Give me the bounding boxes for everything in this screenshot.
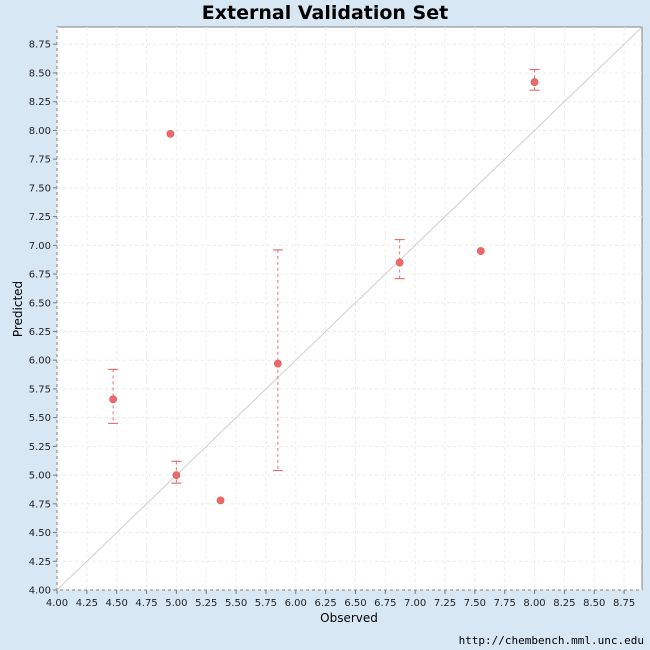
y-tick-label: 5.00 (29, 471, 51, 482)
x-tick-label: 5.50 (225, 598, 247, 609)
y-tick-label: 8.00 (29, 126, 51, 137)
x-tick-label: 6.25 (314, 598, 336, 609)
y-tick-label: 4.25 (29, 557, 51, 568)
data-points (109, 78, 539, 505)
x-tick-label: 8.00 (523, 598, 545, 609)
data-point (166, 129, 175, 138)
data-point (273, 359, 282, 368)
y-tick-label: 7.25 (29, 212, 51, 223)
data-point (216, 496, 225, 505)
y-tick-label: 6.50 (29, 298, 51, 309)
y-tick-label: 5.25 (29, 442, 51, 453)
y-tick-label: 6.25 (29, 327, 51, 338)
y-tick-label: 4.50 (29, 528, 51, 539)
y-tick-label: 7.00 (29, 241, 51, 252)
y-tick-label: 4.75 (29, 499, 51, 510)
y-tick-label: 5.75 (29, 384, 51, 395)
y-axis: 4.00 4.25 4.50 4.75 5.00 5.25 5.50 5.75 6.00 6.25… (29, 40, 57, 597)
y-tick-label: 8.75 (29, 40, 51, 51)
x-tick-label: 6.75 (374, 598, 396, 609)
x-axis: 4.00 4.25 4.50 4.75 5.00 5.25 5.50 5.75 6.00 6.25… (46, 590, 635, 609)
x-tick-label: 7.00 (404, 598, 426, 609)
error-bar (529, 68, 540, 91)
x-tick-label: 5.25 (195, 598, 217, 609)
y-tick-label: 4.00 (29, 586, 51, 597)
x-tick-label: 4.50 (106, 598, 128, 609)
identity-reference-line (56, 26, 643, 591)
error-bar (171, 460, 182, 484)
y-tick-label: 7.50 (29, 183, 51, 194)
x-tick-label: 7.25 (434, 598, 456, 609)
y-tick-label: 8.25 (29, 97, 51, 108)
x-tick-label: 4.25 (76, 598, 98, 609)
x-tick-label: 7.50 (464, 598, 486, 609)
x-tick-label: 8.75 (613, 598, 635, 609)
data-point (476, 247, 485, 255)
data-point (395, 258, 404, 267)
y-axis-label: Predicted (11, 281, 25, 337)
gridlines (56, 27, 642, 591)
x-tick-label: 4.00 (46, 598, 68, 609)
data-point (530, 78, 539, 87)
x-tick-label: 6.50 (344, 598, 366, 609)
x-tick-label: 5.00 (165, 598, 187, 609)
y-tick-label: 8.50 (29, 68, 51, 79)
x-tick-label: 8.25 (553, 598, 575, 609)
data-point (109, 395, 118, 404)
y-tick-label: 5.50 (29, 413, 51, 424)
y-tick-label: 6.75 (29, 270, 51, 281)
data-point (172, 471, 181, 480)
x-tick-label: 8.50 (583, 598, 605, 609)
footer-url[interactable]: http://chembench.mml.unc.edu (458, 634, 644, 647)
y-tick-label: 7.75 (29, 155, 51, 166)
y-tick-label: 6.00 (29, 356, 51, 367)
x-tick-label: 5.75 (255, 598, 277, 609)
x-tick-label: 4.75 (135, 598, 157, 609)
chart-title: External Validation Set (202, 2, 448, 24)
x-tick-label: 7.75 (494, 598, 516, 609)
error-bar (108, 368, 119, 424)
x-axis-label: Observed (320, 611, 378, 625)
x-tick-label: 6.00 (285, 598, 307, 609)
